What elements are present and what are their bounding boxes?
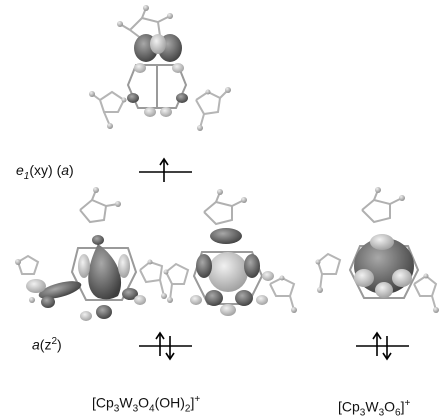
a-energy-level-right: [356, 333, 409, 359]
molecule-top: [89, 5, 231, 131]
molecule-right: [316, 187, 440, 313]
e1-energy-level: [139, 159, 192, 182]
compound-label-left: [Cp3W3O4(OH)2]+: [92, 394, 200, 414]
compound-label-right: [Cp3W3O6]+: [338, 398, 410, 418]
e1-orbital-label: e1(xy) (a): [16, 162, 74, 182]
molecule-left-a: [15, 187, 167, 321]
molecule-left-b: [164, 189, 298, 316]
a-orbital-label: a(z2): [32, 336, 62, 353]
a-orbital-lobes-right: [354, 234, 414, 298]
a-energy-level-left: [139, 333, 192, 359]
